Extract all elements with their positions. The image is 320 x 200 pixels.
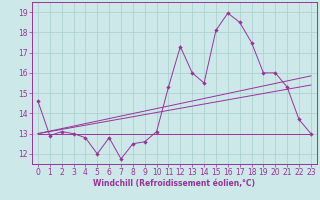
X-axis label: Windchill (Refroidissement éolien,°C): Windchill (Refroidissement éolien,°C)	[93, 179, 255, 188]
